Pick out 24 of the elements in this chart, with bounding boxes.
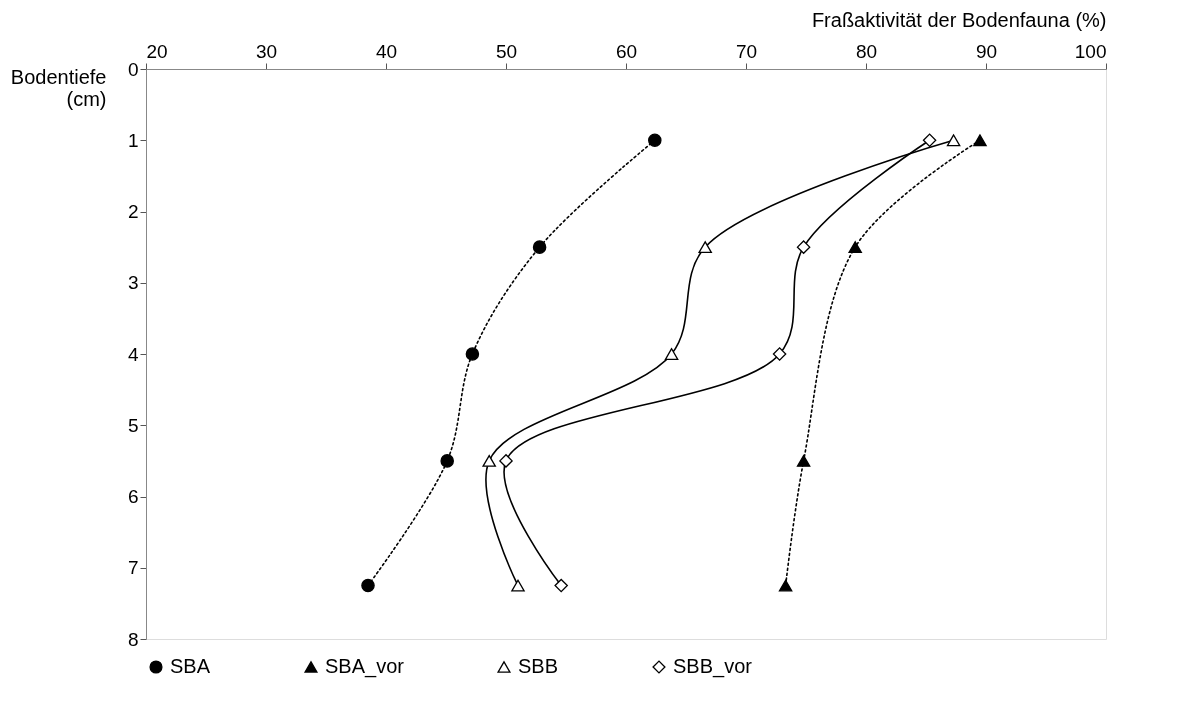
y-tick-label: 8 (127, 628, 139, 650)
x-tick-label: 90 (975, 40, 998, 62)
x-tick-label: 30 (255, 40, 278, 62)
y-tick-label: 2 (127, 201, 139, 222)
legend-label: SBB_vor (673, 655, 753, 678)
y-tick-label: 1 (127, 129, 139, 151)
x-tick-label: 80 (855, 40, 878, 62)
y-tick-label: 7 (127, 557, 139, 579)
x-tick-label: 20 (146, 40, 168, 62)
x-tick-label: 50 (495, 40, 518, 62)
y-tick-label: 0 (127, 58, 139, 80)
y-tick-label: 6 (127, 486, 139, 507)
y-axis-title: Bodentiefe (cm) (10, 65, 107, 110)
x-tick-label: 100 (1074, 40, 1107, 62)
y-tick-label: 3 (127, 272, 139, 294)
legend-label: SBB (518, 655, 559, 677)
legend-label: SBA_vor (325, 655, 405, 678)
legend-label: SBA (170, 655, 211, 677)
x-axis-title: Fraßaktivität der Bodenfauna (%) (811, 8, 1107, 31)
y-tick-label: 4 (127, 343, 139, 365)
x-tick-label: 60 (615, 40, 638, 62)
x-tick-label: 40 (375, 40, 398, 62)
x-tick-label: 70 (735, 40, 758, 62)
y-tick-label: 5 (127, 414, 139, 436)
